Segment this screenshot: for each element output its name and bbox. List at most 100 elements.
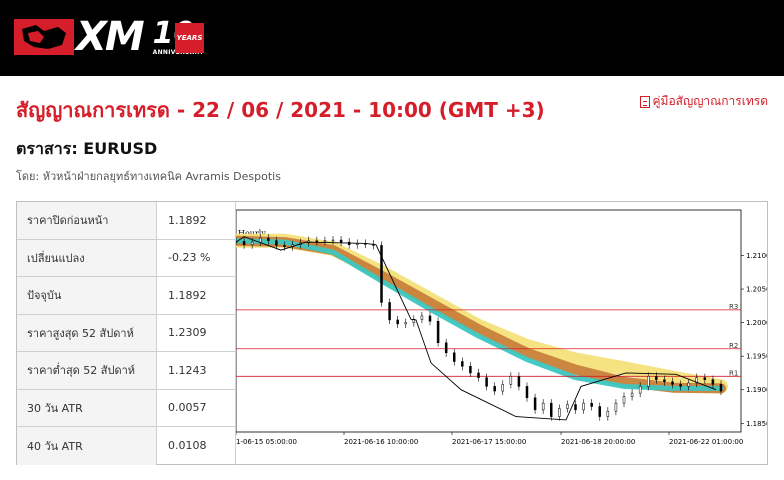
x-tick-label: 2021-06-18 20:00:00: [561, 438, 635, 446]
candle-body: [453, 352, 456, 362]
stats-row: ราคาต่ำสุด 52 สัปดาห์ 1.1243: [17, 352, 236, 390]
resistance-label: R2: [729, 342, 738, 350]
stats-label: 40 วัน ATR: [17, 427, 157, 465]
candle-body: [501, 384, 504, 392]
signals-guide-label: คู่มือสัญญาณการเทรด: [652, 94, 769, 108]
signal-panel: ราคาปิดก่อนหน้า 1.1892 เปลี่ยนแปลง -0.23 % ป…: [16, 201, 771, 465]
stats-value: 0.0057: [157, 389, 236, 426]
candle-body: [259, 237, 262, 243]
candle-body: [614, 402, 618, 412]
candle-body: [582, 402, 585, 411]
candle-body: [420, 315, 424, 320]
stats-label: ราคาสูงสุด 52 สัปดาห์: [17, 314, 157, 351]
candle-body: [590, 402, 593, 407]
candle-body: [469, 365, 472, 374]
candle-body: [250, 241, 254, 246]
bull-icon: [14, 19, 74, 55]
candle-body: [493, 386, 496, 392]
candle-body: [647, 376, 650, 387]
candle-body: [509, 376, 513, 385]
candle-body: [533, 397, 537, 411]
anniversary-years: YEARS: [174, 22, 205, 53]
x-tick-label: 1-06-15 05:00:00: [236, 438, 297, 446]
candle-body: [525, 386, 529, 399]
candle-body: [380, 245, 383, 303]
candle-body: [638, 386, 642, 394]
y-tick-label: 1.1850: [746, 420, 767, 428]
candle-body: [541, 402, 545, 411]
candle-body: [436, 321, 440, 343]
pdf-icon: [639, 95, 650, 108]
signals-guide-link[interactable]: คู่มือสัญญาณการเทรด: [639, 92, 769, 111]
candle-body: [428, 315, 432, 322]
candle-body: [671, 381, 674, 385]
y-tick-label: 1.2100: [746, 252, 767, 260]
candle-body: [242, 241, 246, 246]
candle-body: [283, 245, 286, 248]
candle-body: [566, 404, 569, 409]
candle-body: [679, 384, 682, 387]
candle-body: [622, 396, 626, 404]
stats-label: 30 วัน ATR: [17, 389, 157, 426]
anniversary-badge: 10 YEARS ANNIVERSARY: [153, 18, 205, 56]
stats-row: 40 วัน ATR 0.0108: [17, 427, 236, 465]
xm-logo[interactable]: XM 10 YEARS ANNIVERSARY: [14, 12, 205, 62]
zigzag-line: [235, 236, 717, 421]
resistance-label: R3: [729, 303, 738, 311]
stats-table: ราคาปิดก่อนหน้า 1.1892 เปลี่ยนแปลง -0.23 % ป…: [17, 202, 236, 465]
candle-body: [711, 379, 715, 385]
stats-value: 1.1243: [157, 352, 236, 389]
y-tick-label: 1.1900: [746, 386, 767, 394]
stats-value: 1.2309: [157, 314, 236, 351]
candle-body: [275, 240, 278, 246]
stats-row: ราคาปิดก่อนหน้า 1.1892: [17, 202, 236, 240]
candle-body: [388, 302, 391, 321]
stats-value: 1.1892: [157, 277, 236, 314]
instrument-heading: ตราสาร: EURUSD: [16, 139, 158, 158]
x-tick-label: 2021-06-17 15:00:00: [452, 438, 526, 446]
stats-value: -0.23 %: [157, 239, 236, 276]
page-title: สัญญาณการเทรด - 22 / 06 / 2021 - 10:00 (…: [16, 98, 545, 122]
timeframe-label: Hourly: [238, 229, 266, 238]
candle-body: [267, 237, 270, 241]
candle-body: [550, 402, 553, 417]
candle-body: [339, 239, 343, 243]
x-tick-label: 2021-06-16 10:00:00: [344, 438, 418, 446]
y-tick-label: 1.2000: [746, 319, 767, 327]
y-tick-label: 1.2050: [746, 286, 767, 294]
candle-body: [396, 319, 399, 325]
candle-body: [315, 240, 319, 242]
candle-body: [444, 342, 448, 354]
candle-body: [606, 410, 610, 417]
candle-body: [703, 377, 707, 380]
candle-body: [331, 239, 335, 242]
candle-body: [574, 404, 577, 411]
candle-body: [558, 408, 561, 417]
candle-body: [655, 376, 658, 380]
candle-body: [687, 382, 690, 387]
candle-body: [404, 322, 407, 325]
candle-body: [477, 372, 480, 378]
candle-body: [485, 377, 488, 387]
candle-body: [630, 392, 634, 397]
candle-body: [323, 240, 327, 242]
x-tick-label: 2021-06-22 01:00:00: [669, 438, 743, 446]
stats-label: ปัจจุบัน: [17, 277, 157, 314]
stats-label: ราคาปิดก่อนหน้า: [17, 202, 157, 239]
stats-label: เปลี่ยนแปลง: [17, 239, 157, 276]
candle-body: [517, 376, 521, 387]
stats-row: เปลี่ยนแปลง -0.23 %: [17, 239, 236, 277]
candle-body: [719, 384, 723, 392]
stats-value: 0.0108: [157, 427, 236, 465]
resistance-label: R1: [729, 369, 738, 377]
chart-svg: Hourly R3 R2 R1 1.2100 1.2050 1.2000 1.1950 1.19…: [229, 209, 771, 446]
price-chart: Hourly R3 R2 R1 1.2100 1.2050 1.2000 1.1950 1.19…: [229, 202, 771, 464]
stats-label: ราคาต่ำสุด 52 สัปดาห์: [17, 352, 157, 389]
stats-row: ปัจจุบัน 1.1892: [17, 277, 236, 315]
candle-body: [663, 379, 666, 382]
stats-row: 30 วัน ATR 0.0057: [17, 389, 236, 427]
candle-body: [461, 361, 464, 367]
stats-row: ราคาสูงสุด 52 สัปดาห์ 1.2309: [17, 314, 236, 352]
y-tick-label: 1.1950: [746, 353, 767, 361]
candle-body: [598, 406, 601, 417]
